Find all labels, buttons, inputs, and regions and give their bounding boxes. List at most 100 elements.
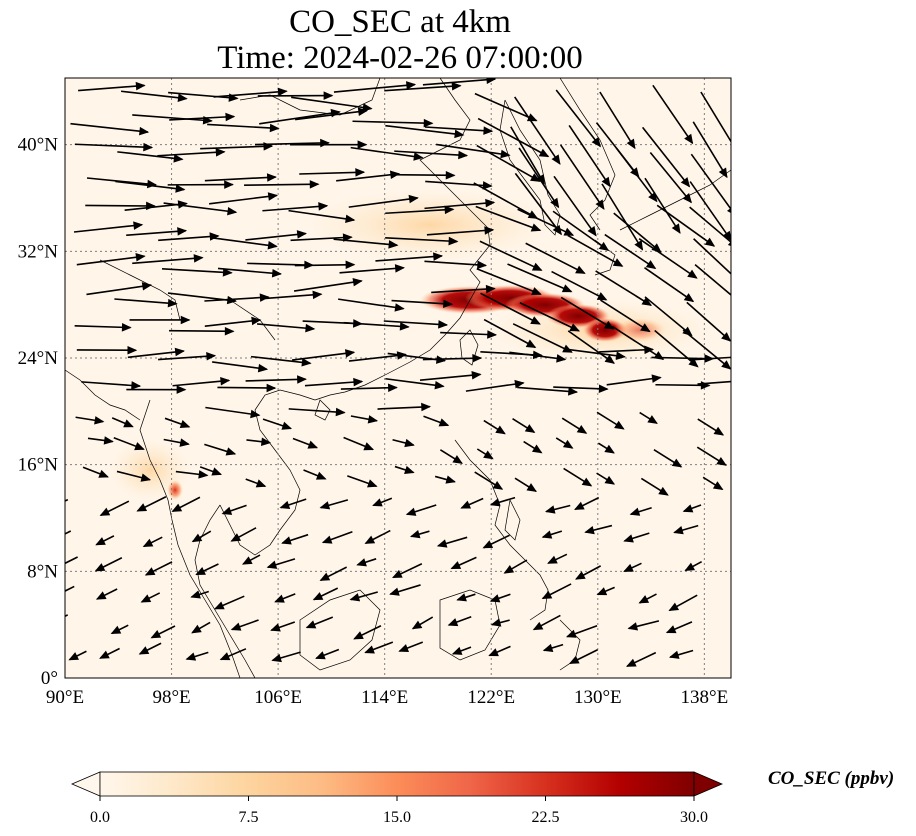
wind-arrow-shaft [551,270,607,301]
colorbar: 0.0 7.5 15.0 22.5 30.0 [70,771,724,826]
wind-arrow-head [143,142,154,152]
wind-arrow-head [575,265,586,274]
wind-arrow-head [219,652,231,661]
wind-arrow-shaft [245,232,306,241]
wind-arrow-shaft [168,91,238,100]
wind-arrow-shaft [697,380,731,385]
wind-arrow-head [641,297,653,306]
lon-tick-labels: 90°E 98°E 106°E 114°E 122°E 130°E 138°E [46,687,728,708]
wind-arrow-head [438,418,450,427]
wind-arrow-shaft [424,260,486,267]
wind-arrow-head [281,421,293,430]
wind-arrow-head [345,214,356,224]
wind-arrow-head [490,618,502,627]
wind-arrow-shaft [600,299,651,333]
wind-arrow-head [305,323,316,333]
wind-arrow-shaft [78,84,145,92]
wind-arrow-head [668,602,680,612]
wind-arrow-shaft [209,194,277,205]
wind-arrow-head [596,587,608,596]
wind-arrow-head [458,150,469,160]
wind-arrow-head [271,653,282,663]
wind-arrow-shaft [514,96,561,165]
wind-arrow-head [598,384,609,393]
wind-arrow-head [712,481,724,491]
wind-arrow-shaft [700,91,731,144]
wind-arrow-head [531,444,543,454]
wind-arrow-head [485,198,496,208]
wind-arrow-head [269,123,280,133]
wind-arrow-head [687,269,698,279]
wind-arrow-head [405,507,417,516]
wind-arrow-head [392,569,403,578]
wind-arrow-head [394,303,405,312]
wind-arrow-shaft [256,323,315,330]
wind-arrow-head [198,470,209,479]
wind-arrow-head [349,593,361,602]
wind-arrow-shaft [350,146,423,159]
wind-arrow-shaft [217,267,281,275]
wind-arrow-head [180,315,191,325]
wind-arrow-head [444,205,455,215]
wind-arrow-shaft [295,109,367,121]
wind-arrow-head [551,154,561,165]
wind-arrow-shaft [245,378,306,382]
wind-arrow-shaft [422,357,481,361]
wind-arrow-head [323,91,334,100]
wind-arrow-shaft [686,301,731,342]
wind-arrow-head [684,133,694,145]
wind-arrow-head [68,652,80,661]
wind-arrow-shaft [385,124,464,136]
wind-arrow-head [175,184,186,193]
wind-arrow-shaft [244,183,319,186]
wind-arrow-head [718,167,728,179]
wind-arrow-shaft [262,204,328,212]
wind-arrow-shaft [552,210,609,251]
wind-arrow-head [562,439,574,449]
wind-arrow-shaft [169,329,234,333]
wind-arrow-head [596,292,608,301]
wind-arrow-shaft [384,84,461,92]
wind-arrow-head [526,483,537,492]
wind-arrow-shaft [70,122,149,133]
wind-arrow-head [738,300,746,308]
wind-arrow-head [355,168,366,177]
wind-arrow-shaft [158,354,215,361]
wind-arrow-head [587,226,597,237]
wind-arrow-head [344,349,356,358]
wind-arrow-shaft [514,172,562,235]
wind-arrow-head [179,419,191,429]
wind-arrow-head [612,258,624,267]
wind-arrow-head [357,107,369,116]
wind-arrow-head [142,538,154,547]
wind-arrow-head [389,587,400,596]
wind-arrow-head [94,416,105,425]
wind-arrow-shaft [601,183,644,251]
title-variable-height: CO_SEC at 4km [289,4,511,40]
wind-arrow-head [604,444,615,454]
wind-arrow-head [301,358,312,367]
wind-arrow-head [604,354,615,364]
wind-arrow-head [680,177,691,188]
wind-arrow-head [363,442,375,451]
wind-arrow-shaft [483,318,536,349]
wind-arrow-shaft [126,229,186,237]
wind-arrow-shaft [567,234,623,267]
wind-arrow-shaft [293,280,362,292]
wind-arrow-head [423,118,434,128]
lon-tick-label: 122°E [467,687,515,708]
concentration-field [65,78,731,678]
wind-arrow-head [281,536,292,545]
wind-arrow-head [242,556,253,565]
wind-arrow-head [271,268,282,278]
wind-arrow-shaft [254,142,329,146]
wind-arrow-head [584,526,595,535]
wind-arrow-shaft [694,263,731,296]
wind-arrow-shaft [693,238,731,275]
wind-arrow-head [477,260,488,270]
lat-tick-label: 24°N [18,348,59,369]
wind-arrow-head [454,129,465,139]
wind-arrow-shaft [390,173,455,177]
wind-arrow-head [99,650,110,659]
